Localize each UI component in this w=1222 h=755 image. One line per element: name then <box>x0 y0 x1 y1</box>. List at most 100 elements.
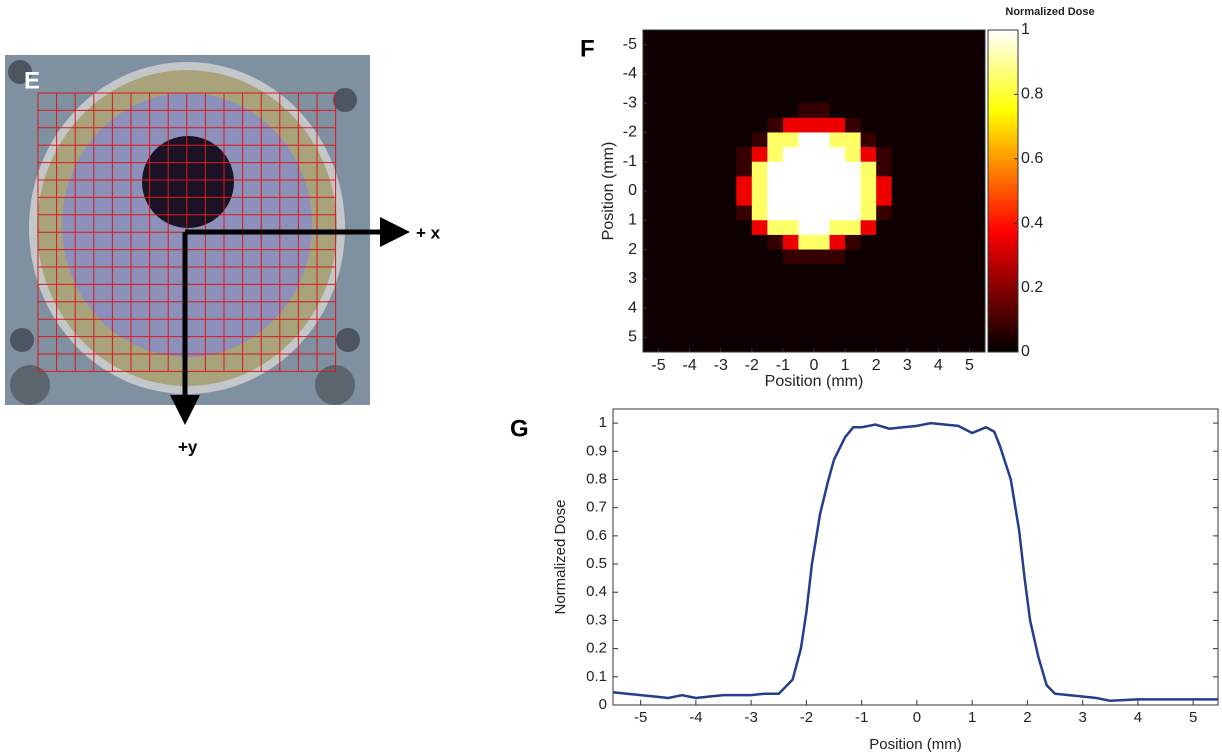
heat-cell <box>674 234 691 251</box>
heat-cell <box>969 278 986 294</box>
heat-cell <box>922 205 939 221</box>
heat-cell <box>922 73 939 90</box>
heat-cell <box>736 147 753 163</box>
dark-spot <box>142 136 234 228</box>
x-tick-label: 2 <box>872 357 881 374</box>
heat-cell <box>953 337 970 353</box>
heat-cell <box>751 205 768 221</box>
y-tick-label: 4 <box>628 299 637 316</box>
heat-cell <box>860 220 877 236</box>
heat-cell <box>860 205 877 221</box>
heat-cell <box>643 322 660 338</box>
x-tick-label: -3 <box>744 709 757 726</box>
heat-cell <box>845 30 862 46</box>
heat-cell <box>736 264 753 280</box>
heat-cell <box>969 205 986 221</box>
heat-cell <box>736 337 753 353</box>
heat-cell <box>922 234 939 251</box>
heat-cell <box>876 264 893 280</box>
heat-cell <box>689 249 706 265</box>
heat-cell <box>845 59 862 75</box>
heat-cell <box>705 322 722 338</box>
screw <box>10 365 50 405</box>
heat-cell <box>845 264 862 280</box>
heat-cell <box>814 234 831 251</box>
heat-cell <box>705 73 722 90</box>
heat-cell <box>798 103 815 119</box>
heat-cell <box>720 308 737 324</box>
heat-cell <box>736 44 753 60</box>
heat-cell <box>922 161 939 177</box>
heat-cell <box>689 205 706 221</box>
heat-cell <box>829 220 846 236</box>
heat-cell <box>953 117 970 133</box>
heat-cell <box>705 234 722 251</box>
y-tick-label: 0.8 <box>586 470 607 487</box>
heat-cell <box>845 117 862 133</box>
heat-cell <box>689 59 706 75</box>
heat-cell <box>782 176 799 192</box>
heat-cell <box>767 103 784 119</box>
heat-cell <box>891 30 908 46</box>
heat-cell <box>705 205 722 221</box>
heat-cell <box>953 249 970 265</box>
heat-cell <box>643 147 660 163</box>
heat-cell <box>829 234 846 251</box>
heat-cell <box>705 176 722 192</box>
heat-cell <box>953 293 970 309</box>
heat-cell <box>953 103 970 119</box>
panel-label: F <box>580 35 595 62</box>
heat-cell <box>674 161 691 177</box>
heat-cell <box>953 191 970 207</box>
heat-cell <box>845 88 862 104</box>
heat-cell <box>782 88 799 104</box>
colorbar-tick-label: 0 <box>1021 343 1030 360</box>
heat-cell <box>938 337 955 353</box>
heat-cell <box>705 30 722 46</box>
heat-cell <box>860 44 877 60</box>
heat-cell <box>814 73 831 90</box>
y-tick-label: -5 <box>623 36 637 53</box>
heat-cell <box>782 220 799 236</box>
heat-cell <box>922 117 939 133</box>
heat-cell <box>720 337 737 353</box>
data-line <box>612 421 1218 703</box>
heat-cell <box>674 308 691 324</box>
heat-cell <box>891 278 908 294</box>
heat-cell <box>658 234 675 251</box>
heat-cell <box>782 132 799 148</box>
heat-cell <box>907 103 924 119</box>
heat-cell <box>969 117 986 133</box>
heat-cell <box>720 264 737 280</box>
heat-cell <box>953 73 970 90</box>
x-arrow-label: + x <box>416 223 441 242</box>
heat-cell <box>643 176 660 192</box>
colorbar-tick-label: 0.8 <box>1021 86 1043 103</box>
colorbar-tick-label: 0.6 <box>1021 150 1043 167</box>
heat-cell <box>720 205 737 221</box>
heat-cell <box>907 161 924 177</box>
heat-cell <box>891 176 908 192</box>
heat-cell <box>829 293 846 309</box>
heat-cell <box>767 73 784 90</box>
heat-cell <box>689 264 706 280</box>
heat-cell <box>891 205 908 221</box>
heat-cell <box>720 117 737 133</box>
heat-cell <box>736 30 753 46</box>
heat-cell <box>643 278 660 294</box>
heat-cell <box>969 249 986 265</box>
heat-cell <box>782 30 799 46</box>
heat-cell <box>705 161 722 177</box>
heat-cell <box>782 293 799 309</box>
heat-cell <box>689 88 706 104</box>
heat-cell <box>720 234 737 251</box>
heat-cell <box>751 132 768 148</box>
heat-cell <box>829 73 846 90</box>
colorbar-tick-label: 1 <box>1021 21 1030 38</box>
heat-cell <box>938 293 955 309</box>
heat-cell <box>720 176 737 192</box>
heat-cell <box>922 44 939 60</box>
heat-cell <box>782 322 799 338</box>
heat-cell <box>658 220 675 236</box>
heat-cell <box>767 191 784 207</box>
